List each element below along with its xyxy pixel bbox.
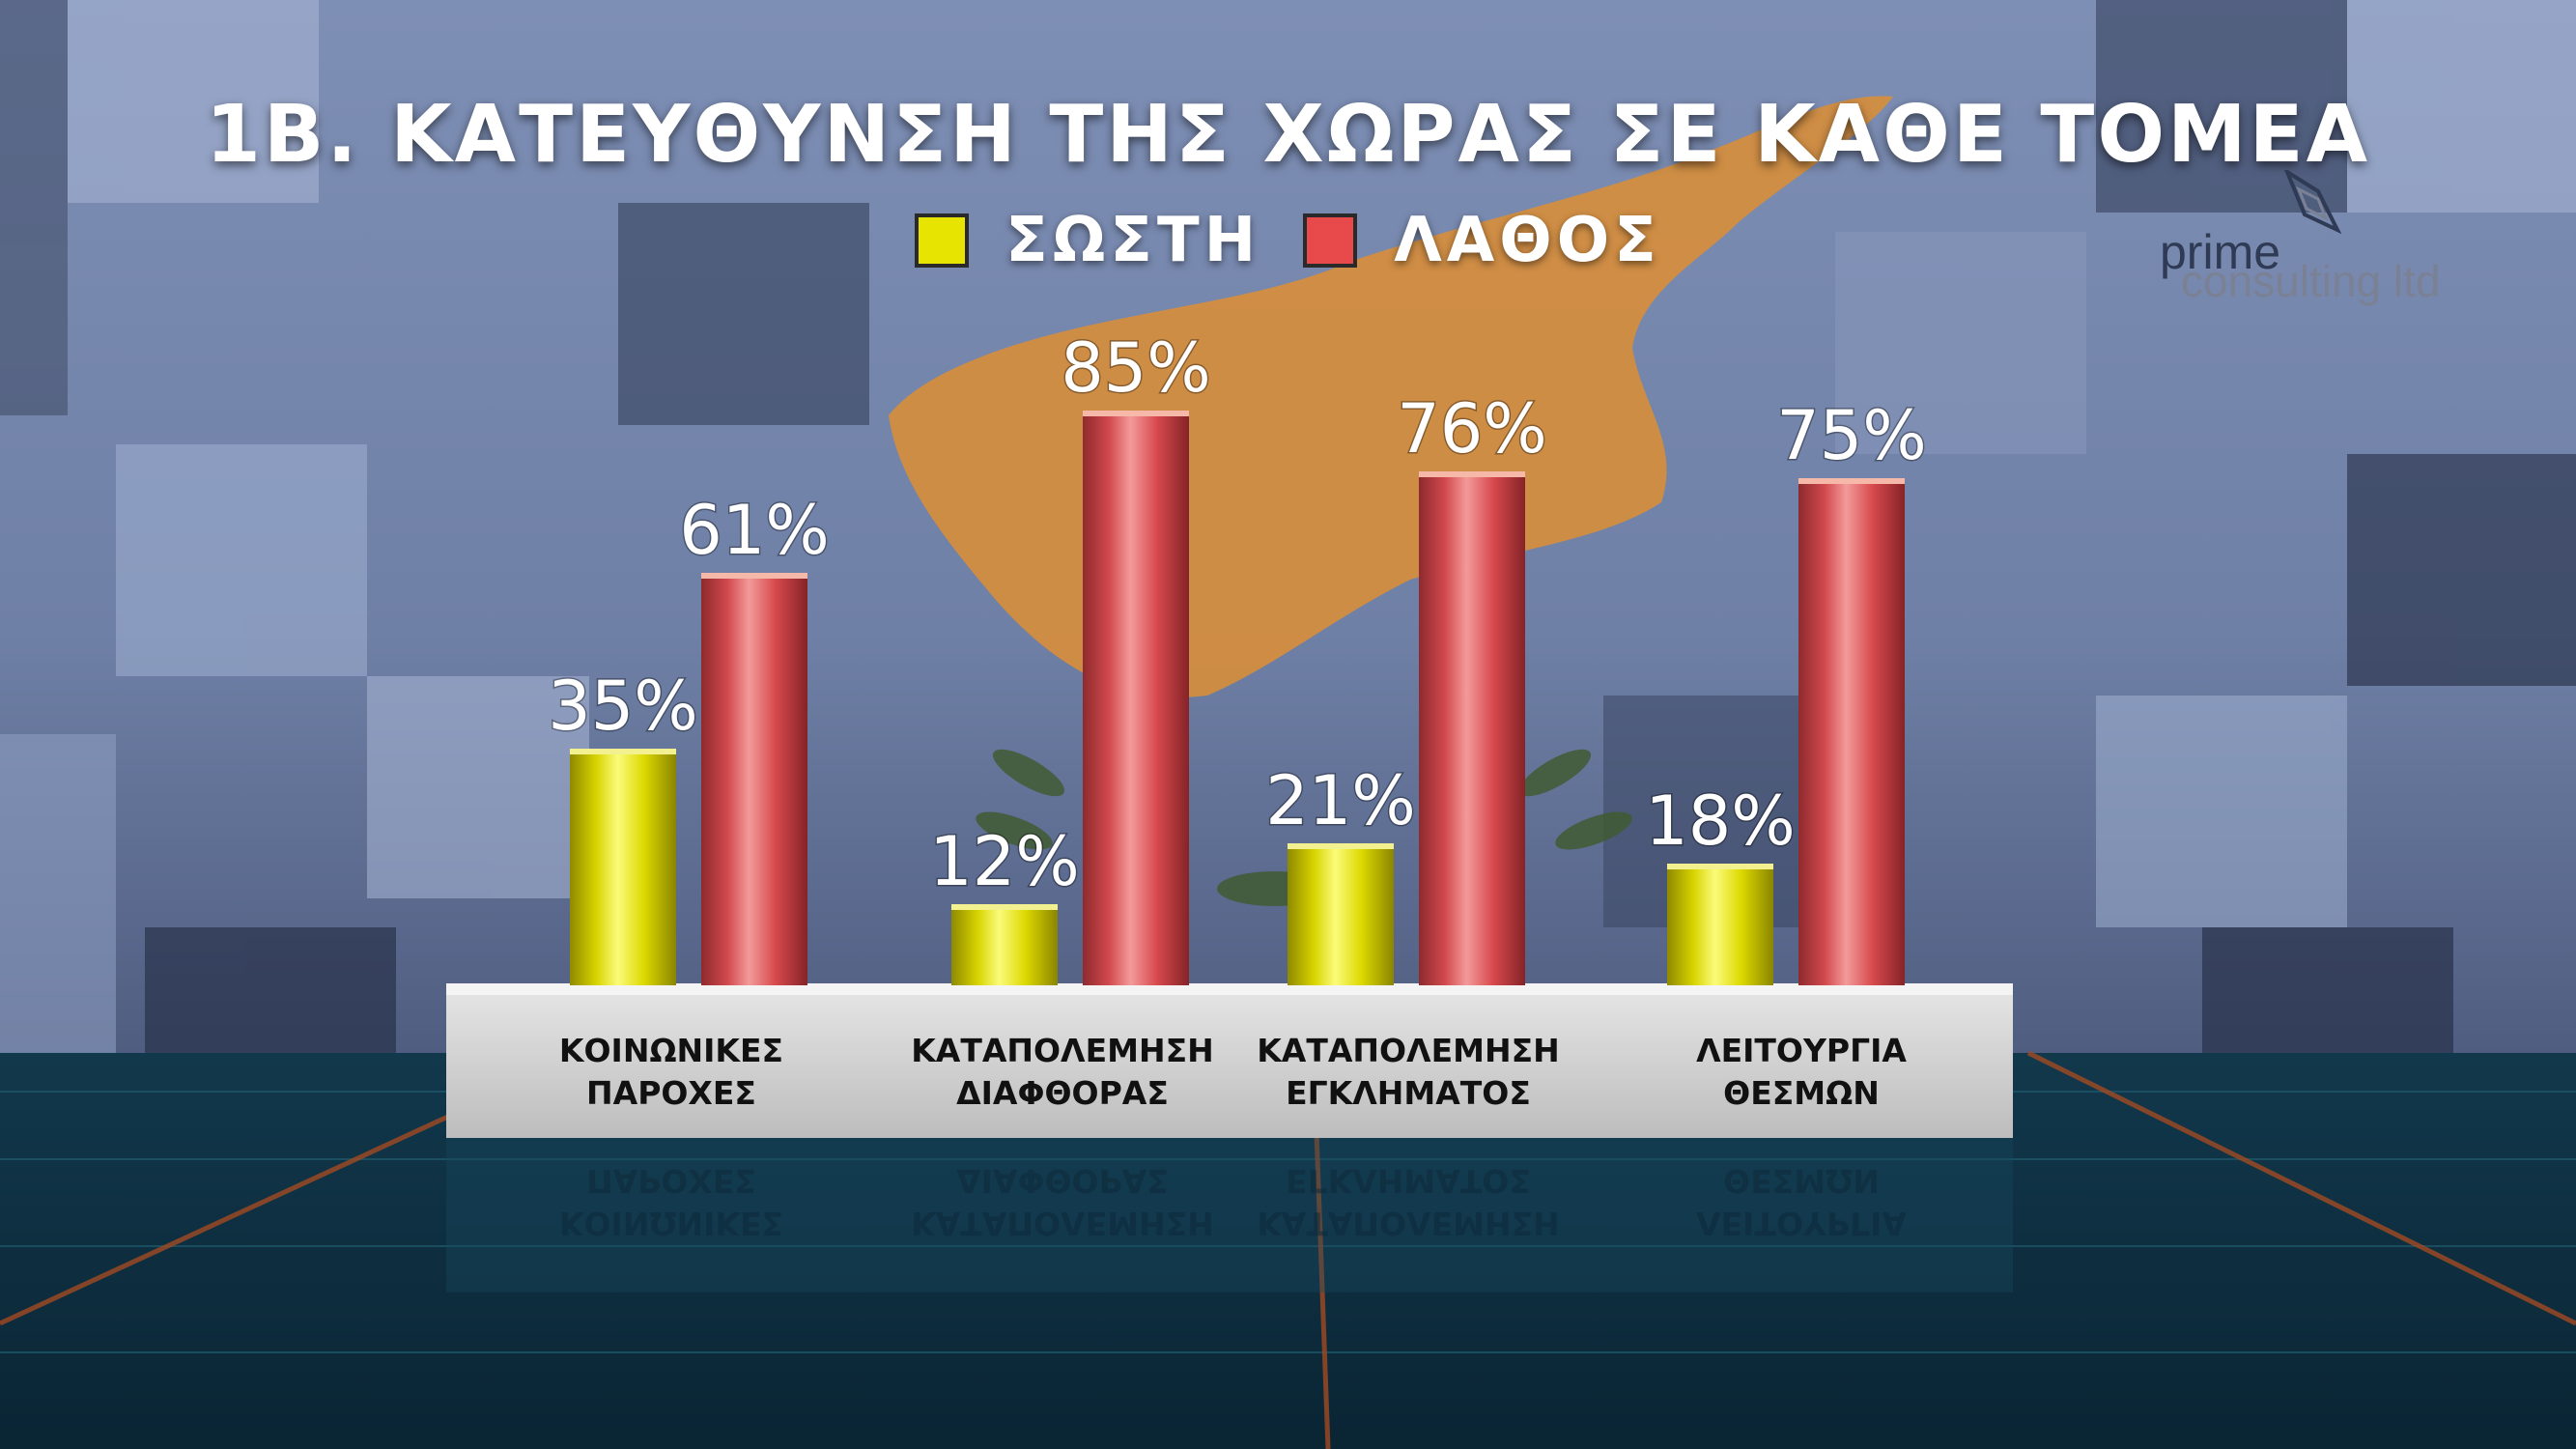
data-label-wrong-3: 75%: [1776, 396, 1927, 475]
bar-wrong-3: [1798, 478, 1905, 985]
chart-legend: ΣΩΣΤΗ ΛΑΘΟΣ: [0, 205, 2576, 276]
logo-text-consulting: consulting ltd: [2181, 256, 2441, 306]
category-label-reflection-line: ΔΙΑΦΘΟΡΑΣ: [956, 1162, 1169, 1200]
data-label-wrong-1: 85%: [1061, 328, 1211, 408]
data-label-correct-1: 12%: [929, 822, 1080, 901]
category-label-reflection-3: ΛΕΙΤΟΥΡΓΙΑ ΘΕΣΜΩΝ: [1628, 1159, 1975, 1244]
bar-cap-wrong-3: [1798, 478, 1905, 484]
category-label-line: ΛΕΙΤΟΥΡΓΙΑ: [1696, 1032, 1907, 1069]
data-label-correct-0: 35%: [548, 667, 698, 746]
bar-wrong-1: [1083, 411, 1189, 985]
bar-cap-wrong-1: [1083, 411, 1189, 416]
category-label-0: ΚΟΙΝΩΝΙΚΕΣ ΠΑΡΟΧΕΣ: [497, 1030, 845, 1115]
floor-grid: [0, 1091, 2576, 1353]
category-label-line: ΚΟΙΝΩΝΙΚΕΣ: [558, 1032, 784, 1069]
category-label-line: ΠΑΡΟΧΕΣ: [586, 1074, 756, 1112]
category-label-reflection-line: ΕΓΚΛΗΜΑΤΟΣ: [1286, 1162, 1531, 1200]
legend-label-wrong: ΛΑΘΟΣ: [1394, 205, 1661, 276]
legend-item-correct: ΣΩΣΤΗ: [915, 205, 1260, 276]
category-label-2: ΚΑΤΑΠΟΛΕΜΗΣΗ ΕΓΚΛΗΜΑΤΟΣ: [1234, 1030, 1582, 1115]
category-label-3: ΛΕΙΤΟΥΡΓΙΑ ΘΕΣΜΩΝ: [1628, 1030, 1975, 1115]
category-label-reflection-line: ΛΕΙΤΟΥΡΓΙΑ: [1696, 1205, 1907, 1242]
data-label-correct-3: 18%: [1645, 781, 1796, 861]
category-label-1: ΚΑΤΑΠΟΛΕΜΗΣΗ ΔΙΑΦΘΟΡΑΣ: [889, 1030, 1236, 1115]
bar-cap-correct-2: [1288, 843, 1394, 849]
legend-swatch-yellow: [915, 213, 970, 268]
category-label-reflection-0: ΚΟΙΝΩΝΙΚΕΣ ΠΑΡΟΧΕΣ: [497, 1159, 845, 1244]
category-label-reflection-line: ΠΑΡΟΧΕΣ: [586, 1162, 756, 1200]
chart-base-reflection: [446, 1138, 2013, 1293]
bar-correct-1: [951, 904, 1058, 985]
star-logo-icon: [2284, 170, 2341, 235]
bar-correct-0: [570, 749, 676, 985]
legend-label-correct: ΣΩΣΤΗ: [1005, 205, 1261, 276]
chart-base-top: [446, 983, 2013, 995]
category-label-reflection-line: ΚΟΙΝΩΝΙΚΕΣ: [558, 1205, 784, 1242]
category-label-reflection-1: ΚΑΤΑΠΟΛΕΜΗΣΗ ΔΙΑΦΘΟΡΑΣ: [889, 1159, 1236, 1244]
bar-cap-correct-0: [570, 749, 676, 754]
bar-wrong-2: [1419, 471, 1525, 985]
page-title: 1Β. ΚΑΤΕΥΘΥΝΣΗ ΤΗΣ ΧΩΡΑΣ ΣΕ ΚΑΘΕ ΤΟΜΕΑ: [205, 89, 2371, 181]
legend-item-wrong: ΛΑΘΟΣ: [1303, 205, 1661, 276]
logo-text-prime: prime: [2160, 225, 2281, 279]
category-label-line: ΔΙΑΦΘΟΡΑΣ: [956, 1074, 1169, 1112]
bar-cap-wrong-2: [1419, 471, 1525, 477]
category-label-reflection-line: ΘΕΣΜΩΝ: [1723, 1162, 1880, 1200]
category-label-line: ΕΓΚΛΗΜΑΤΟΣ: [1286, 1074, 1531, 1112]
legend-swatch-red: [1303, 213, 1358, 268]
category-label-line: ΚΑΤΑΠΟΛΕΜΗΣΗ: [911, 1032, 1214, 1069]
bar-correct-2: [1288, 843, 1394, 985]
data-label-correct-2: 21%: [1265, 761, 1416, 840]
category-label-reflection-line: ΚΑΤΑΠΟΛΕΜΗΣΗ: [1257, 1205, 1560, 1242]
category-label-reflection-2: ΚΑΤΑΠΟΛΕΜΗΣΗ ΕΓΚΛΗΜΑΤΟΣ: [1234, 1159, 1582, 1244]
olive-branch-decoration: [976, 749, 1632, 906]
category-label-line: ΘΕΣΜΩΝ: [1723, 1074, 1880, 1112]
chart-base-platform: [446, 983, 2013, 1138]
background-tiles: [0, 0, 2576, 1053]
category-label-reflection-line: ΚΑΤΑΠΟΛΕΜΗΣΗ: [911, 1205, 1214, 1242]
bar-cap-correct-3: [1667, 864, 1773, 869]
bar-correct-3: [1667, 864, 1773, 985]
data-label-wrong-2: 76%: [1397, 389, 1547, 469]
category-label-line: ΚΑΤΑΠΟΛΕΜΗΣΗ: [1257, 1032, 1560, 1069]
bar-wrong-0: [701, 573, 807, 985]
data-label-wrong-0: 61%: [679, 491, 830, 570]
company-logo: prime consulting ltd: [2160, 170, 2449, 315]
bar-cap-wrong-0: [701, 573, 807, 579]
bar-cap-correct-1: [951, 904, 1058, 910]
